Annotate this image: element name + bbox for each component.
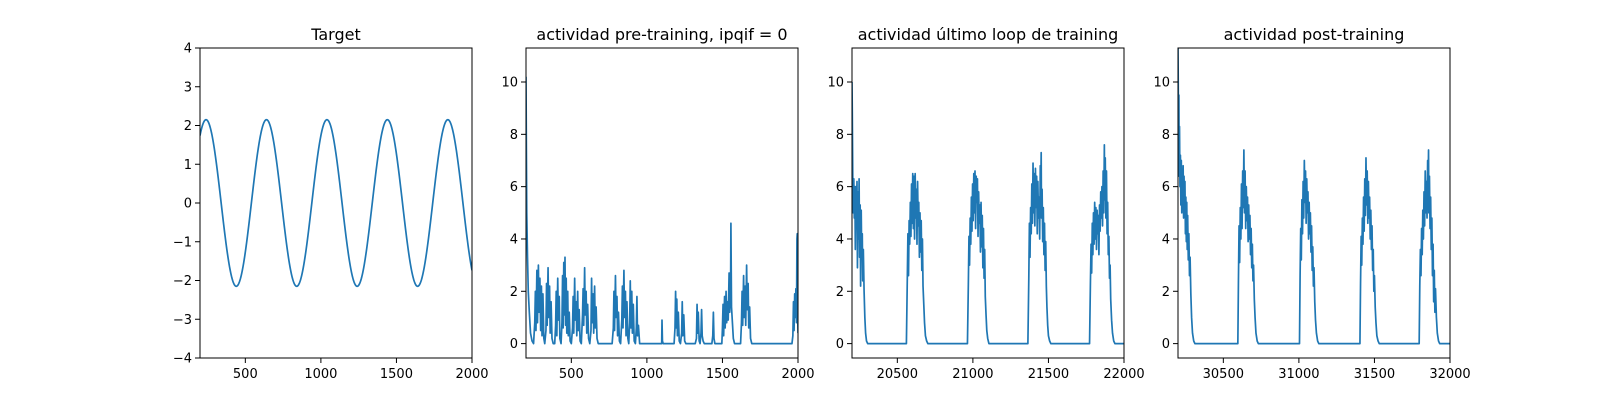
x-tick-label: 30500 <box>1203 367 1244 382</box>
y-tick-label: 4 <box>1162 232 1170 247</box>
y-tick-label: 10 <box>501 76 518 91</box>
y-tick-label: 8 <box>1162 128 1170 143</box>
y-tick-label: 6 <box>1162 180 1170 195</box>
series-line-0 <box>200 118 472 288</box>
x-tick-label: 31000 <box>1278 367 1319 382</box>
y-tick-label: 6 <box>510 180 518 195</box>
panel-title: actividad último loop de training <box>858 25 1119 44</box>
x-tick-label: 1500 <box>380 367 413 382</box>
x-tick-label: 21000 <box>952 367 993 382</box>
y-tick-label: 0 <box>510 337 518 352</box>
y-tick-label: −1 <box>173 235 192 250</box>
panel-last-training-loop: actividad último loop de training 20500 2… <box>827 25 1144 382</box>
y-tick-label: 3 <box>184 80 192 95</box>
y-tick-label: 4 <box>184 42 192 57</box>
x-tick-label: 1500 <box>706 367 739 382</box>
panel-pre-training: actividad pre-training, ipqif = 0 500 100… <box>501 25 814 382</box>
x-tick-label: 2000 <box>781 367 814 382</box>
axes-frame <box>525 47 799 359</box>
y-tick-label: 2 <box>1162 285 1170 300</box>
y-tick-label: 2 <box>510 285 518 300</box>
panel-title: actividad pre-training, ipqif = 0 <box>536 25 787 44</box>
y-tick-label: 4 <box>836 232 844 247</box>
y-tick-label: 0 <box>184 197 192 212</box>
x-tick-label: 20500 <box>877 367 918 382</box>
y-tick-label: −2 <box>173 274 192 289</box>
y-tick-label: −3 <box>173 313 192 328</box>
x-tick-label: 500 <box>559 367 584 382</box>
panel-title: actividad post-training <box>1224 25 1405 44</box>
axes-frame <box>1177 47 1451 359</box>
x-tick-label: 2000 <box>455 367 488 382</box>
y-tick-label: 8 <box>510 128 518 143</box>
plot-area: 20500 21000 21500 22000 0 2 4 6 8 10 <box>827 47 1145 382</box>
panel-target: Target 500 1000 1500 2000 −4 −3 −2 −1 0 1 2 3 4 <box>173 25 489 382</box>
y-tick-label: 4 <box>510 232 518 247</box>
y-tick-label: 8 <box>836 128 844 143</box>
plot-area: 30500 31000 31500 32000 0 2 4 6 8 10 <box>1153 47 1471 382</box>
x-tick-label: 31500 <box>1354 367 1395 382</box>
x-tick-label: 21500 <box>1028 367 1069 382</box>
y-tick-label: 10 <box>1153 76 1170 91</box>
plot-area: 500 1000 1500 2000 0 2 4 6 8 10 <box>501 47 815 382</box>
axes-frame <box>851 47 1125 359</box>
x-tick-label: 1000 <box>630 367 663 382</box>
y-tick-label: 0 <box>1162 337 1170 352</box>
y-tick-label: 1 <box>184 158 192 173</box>
panel-title: Target <box>310 25 361 44</box>
series-line-0 <box>526 76 798 345</box>
plot-area: 500 1000 1500 2000 −4 −3 −2 −1 0 1 2 3 4 <box>173 42 489 383</box>
y-tick-label: −4 <box>173 352 192 367</box>
series-line-0 <box>852 82 1124 345</box>
x-tick-label: 500 <box>233 367 258 382</box>
y-tick-label: 6 <box>836 180 844 195</box>
panel-post-training: actividad post-training 30500 31000 31500 3… <box>1153 25 1470 382</box>
y-tick-label: 10 <box>827 76 844 91</box>
x-tick-label: 32000 <box>1429 367 1470 382</box>
x-tick-label: 22000 <box>1103 367 1144 382</box>
y-tick-label: 2 <box>836 285 844 300</box>
y-tick-label: 2 <box>184 119 192 134</box>
x-tick-label: 1000 <box>304 367 337 382</box>
y-tick-label: 0 <box>836 337 844 352</box>
series-line-0 <box>1178 48 1450 345</box>
